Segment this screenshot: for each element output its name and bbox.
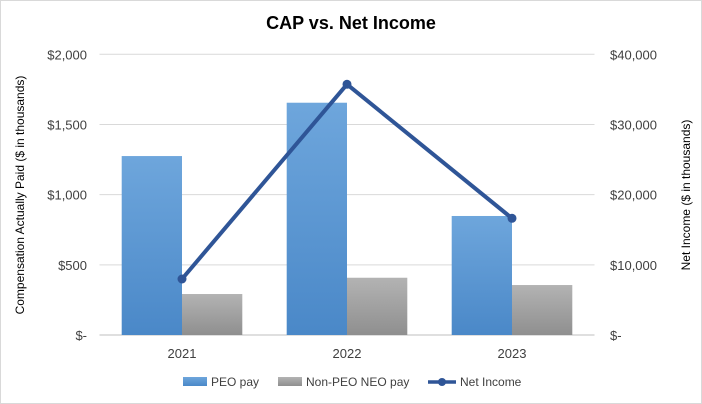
y-tick-label: $500 — [58, 258, 87, 273]
x-tick-label: 2021 — [168, 346, 197, 361]
legend-swatch-peo-pay — [183, 377, 207, 386]
legend-label-net-income: Net Income — [460, 375, 522, 389]
y-tick-label: $- — [75, 328, 87, 343]
net-income-point — [507, 213, 517, 223]
peo-pay-bar — [451, 215, 512, 335]
non-peo-neo-pay-bar — [347, 277, 408, 335]
x-tick-label: 2023 — [498, 346, 527, 361]
y2-tick-label: $- — [610, 328, 622, 343]
x-tick-label: 2022 — [333, 346, 362, 361]
peo-pay-bar — [121, 156, 182, 335]
y-axis-title: Compensation Actually Paid ($ in thousan… — [13, 76, 27, 315]
net-income-point — [177, 274, 187, 284]
legend-label-peo-pay: PEO pay — [211, 375, 259, 389]
y2-tick-label: $10,000 — [610, 258, 657, 273]
legend-marker-net-income — [438, 378, 446, 386]
y2-tick-label: $20,000 — [610, 188, 657, 203]
legend-swatch-non-peo-neo-pay — [278, 377, 302, 386]
net-income-point — [342, 79, 352, 89]
y2-tick-label: $40,000 — [610, 47, 657, 62]
y-tick-label: $1,000 — [47, 188, 87, 203]
y-tick-label: $2,000 — [47, 47, 87, 62]
non-peo-neo-pay-bar — [512, 285, 573, 335]
legend-label-non-peo-neo-pay: Non-PEO NEO pay — [306, 375, 409, 389]
y-tick-label: $1,500 — [47, 117, 87, 132]
y2-tick-label: $30,000 — [610, 117, 657, 132]
y2-axis-title: Net Income ($ in thousands) — [679, 120, 693, 271]
peo-pay-bar — [286, 102, 347, 335]
non-peo-neo-pay-bar — [182, 294, 243, 335]
chart-title: CAP vs. Net Income — [266, 13, 436, 33]
